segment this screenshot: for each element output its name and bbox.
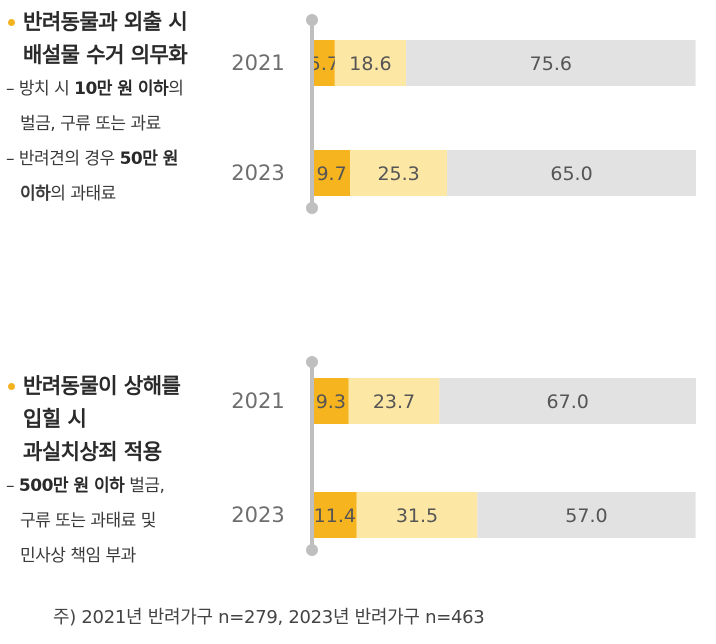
panel-2-heading-line-2: 입힐 시 — [23, 407, 87, 431]
bar-value-label: 11.4 — [314, 505, 356, 527]
panel-2-labels: 반려동물이 상해를 입힐 시 과실치상죄 적용 – 500만 원 이하 벌금, … — [6, 370, 181, 574]
bar-value-label: 9.7 — [316, 163, 346, 185]
panel-1-labels: 반려동물과 외출 시 배설물 수거 의무화 – 방치 시 10만 원 이하의 벌… — [6, 6, 188, 212]
sub-text: 벌금, — [124, 476, 165, 496]
chart-1: 2021 5.7 18.6 75.6 2023 9.7 25.3 65.0 — [231, 14, 696, 214]
bar-value-label: 9.3 — [316, 391, 346, 413]
chart-2: 2021 9.3 23.7 67.0 2023 11.4 31.5 57.0 — [231, 356, 696, 556]
year-label: 2021 — [231, 51, 284, 75]
bar-segment — [356, 492, 478, 538]
dash-icon: – — [6, 79, 15, 99]
panel-2-sub-2: 구류 또는 과태료 및 — [6, 504, 180, 539]
sub-text-bold: 50만 원 — [119, 149, 179, 169]
bar-value-label: 65.0 — [550, 163, 592, 185]
panel-1-sub-1: – 방치 시 10만 원 이하의 — [6, 72, 187, 107]
panel-1-sub-2: 벌금, 구류 또는 과료 — [6, 107, 187, 142]
dash-icon: – — [6, 149, 15, 169]
panel-2-heading-line-1: 반려동물이 상해를 — [23, 374, 181, 398]
bar-segment — [313, 150, 351, 196]
footnote: 주) 2021년 반려가구 n=279, 2023년 반려가구 n=463 — [53, 607, 485, 628]
sub-text-bold: 이하 — [20, 184, 51, 204]
bar-segment — [350, 150, 448, 196]
year-label: 2023 — [231, 503, 284, 527]
sub-text: 벌금, 구류 또는 과료 — [20, 114, 161, 134]
year-label: 2021 — [231, 389, 284, 413]
panel-1-heading-line-2: 배설물 수거 의무화 — [23, 43, 188, 67]
bar-segment — [477, 492, 696, 538]
bar-value-label: 57.0 — [565, 505, 607, 527]
panel-1-heading-line-1: 반려동물과 외출 시 — [23, 10, 188, 34]
sub-text: 구류 또는 과태료 및 — [20, 511, 156, 531]
bullet-icon — [8, 19, 15, 26]
sub-text-bold: 10만 원 이하 — [74, 79, 169, 99]
panel-2-heading-line-3: 과실치상죄 적용 — [23, 440, 162, 464]
bar-value-label: 5.7 — [309, 53, 339, 75]
sub-text: 의 과태료 — [50, 184, 116, 204]
sub-text-bold: 500만 원 이하 — [18, 476, 125, 496]
year-label: 2023 — [231, 161, 284, 185]
dash-icon: – — [6, 476, 15, 496]
bar-segment — [313, 492, 357, 538]
bar-value-label: 31.5 — [396, 505, 438, 527]
bar-segment — [439, 378, 696, 424]
panel-1-sub-3: – 반려견의 경우 50만 원 — [6, 142, 187, 177]
panel-1-sub-4: 이하의 과태료 — [6, 177, 187, 212]
bar-segment — [406, 40, 696, 86]
bar-segment — [334, 40, 407, 86]
bar-segment — [313, 40, 335, 86]
bar-value-label: 23.7 — [373, 391, 415, 413]
bar-segment — [447, 150, 696, 196]
panel-excrement-rule: 반려동물과 외출 시 배설물 수거 의무화 – 방치 시 10만 원 이하의 벌… — [0, 0, 716, 230]
bar-segment — [313, 378, 349, 424]
panel-1-heading: 반려동물과 외출 시 — [6, 6, 188, 39]
sub-text: 반려견의 경우 — [18, 149, 120, 169]
bar-value-label: 25.3 — [377, 163, 419, 185]
bullet-icon — [8, 383, 15, 390]
sub-text: 방치 시 — [18, 79, 75, 99]
panel-2-heading: 반려동물이 상해를 — [6, 370, 181, 403]
bar-value-label: 75.6 — [530, 53, 572, 75]
panel-injury-rule: 반려동물이 상해를 입힐 시 과실치상죄 적용 – 500만 원 이하 벌금, … — [0, 350, 716, 590]
bar-segment — [348, 378, 440, 424]
panel-2-sub-3: 민사상 책임 부과 — [6, 539, 180, 574]
bar-value-label: 67.0 — [547, 391, 589, 413]
panel-2-sub-1: – 500만 원 이하 벌금, — [6, 469, 180, 504]
sub-text: 의 — [168, 79, 184, 99]
sub-text: 민사상 책임 부과 — [20, 546, 136, 566]
bar-value-label: 18.6 — [349, 53, 391, 75]
